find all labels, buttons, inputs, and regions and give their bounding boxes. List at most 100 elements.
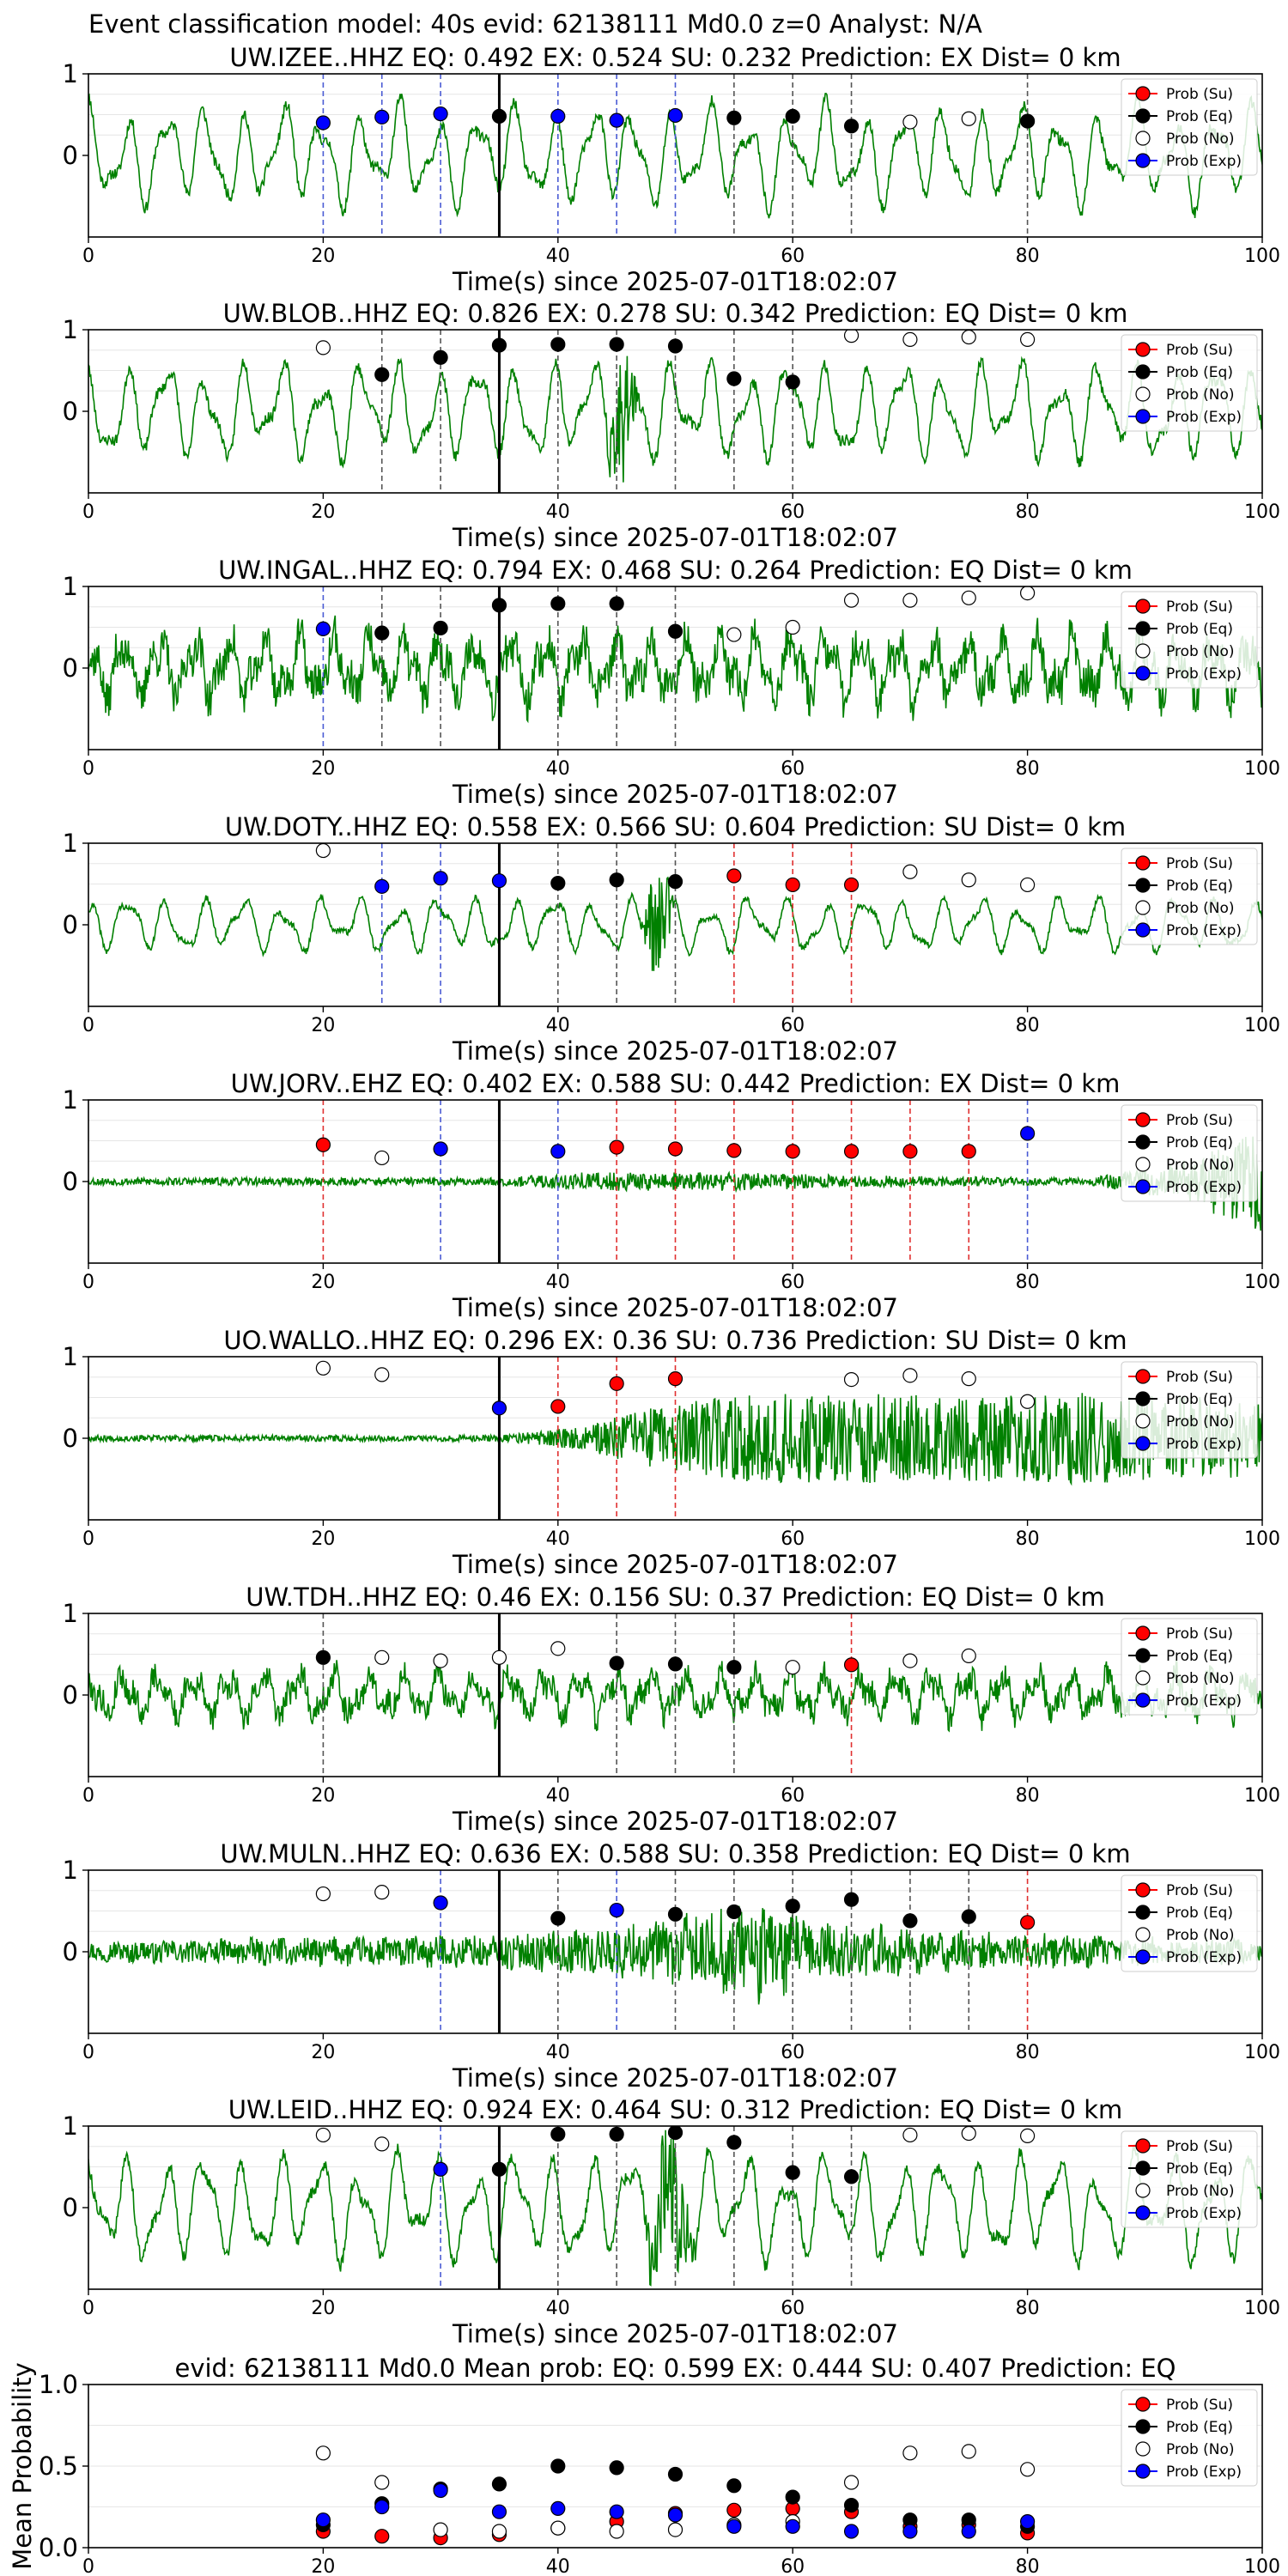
legend-marker-no — [1135, 1927, 1151, 1942]
panel-title: UW.BLOB..HHZ EQ: 0.826 EX: 0.278 SU: 0.3… — [223, 299, 1128, 328]
legend-label-exp: Prob (Exp) — [1166, 1179, 1242, 1196]
prob-marker-eq — [785, 108, 800, 124]
waveform-trace — [88, 615, 1262, 724]
y-tick-label: 0 — [63, 141, 78, 170]
prob-marker-no — [315, 340, 331, 355]
legend-label-exp: Prob (Exp) — [1166, 2205, 1242, 2222]
legend-marker-no — [1135, 643, 1151, 659]
legend-marker-exp — [1135, 2205, 1151, 2221]
legend-marker-eq — [1135, 364, 1151, 380]
mean-prob-marker-no — [550, 2520, 566, 2536]
legend-marker-no — [1135, 1670, 1151, 1686]
x-tick-label: 40 — [546, 1528, 570, 1550]
legend-marker-su — [1135, 855, 1151, 871]
mean-prob-marker-exp — [315, 2512, 331, 2528]
mean-prob-marker-exp — [961, 2524, 976, 2539]
mean-prob-marker-exp — [785, 2518, 800, 2534]
x-tick-label: 20 — [311, 1528, 335, 1550]
x-tick-label: 60 — [781, 2298, 805, 2319]
prob-marker-eq — [609, 2126, 624, 2142]
prob-marker-eq — [667, 623, 683, 639]
x-tick-label: 40 — [546, 1272, 570, 1293]
prob-marker-exp — [315, 115, 331, 131]
x-tick-label: 60 — [781, 1785, 805, 1807]
legend-label-exp: Prob (Exp) — [1166, 1949, 1242, 1966]
panel-title: UW.INGAL..HHZ EQ: 0.794 EX: 0.468 SU: 0.… — [218, 556, 1133, 585]
prob-marker-su — [785, 877, 800, 893]
y-tick-label: 1 — [63, 1599, 78, 1628]
x-axis-label: Time(s) since 2025-07-01T18:02:07 — [452, 2063, 898, 2093]
prob-marker-su — [843, 1657, 860, 1673]
legend-marker-su — [1135, 342, 1151, 357]
legend-label-su: Prob (Su) — [1166, 1882, 1233, 1899]
legend-marker-su — [1135, 86, 1151, 101]
mean-prob-marker-no — [609, 2524, 624, 2539]
prob-marker-eq — [961, 1909, 976, 1924]
x-tick-label: 60 — [781, 758, 805, 780]
legend-label-eq: Prob (Eq) — [1166, 364, 1233, 381]
x-axis-label: Time(s) since 2025-07-01T18:02:07 — [452, 780, 898, 809]
prob-marker-exp — [374, 109, 390, 125]
mean-prob-marker-su — [374, 2529, 390, 2544]
x-tick-label: 40 — [546, 246, 570, 267]
prob-marker-no — [961, 2126, 976, 2142]
prob-marker-eq — [609, 337, 624, 352]
panel-data — [88, 74, 1262, 237]
legend-label-no: Prob (No) — [1166, 2183, 1235, 2200]
legend-box — [1121, 78, 1258, 176]
mean-prob-marker-eq — [491, 2476, 507, 2492]
prob-marker-eq — [609, 872, 624, 888]
legend: Prob (Su) Prob (Eq) Prob (No) Prob (Exp) — [1121, 1104, 1258, 1202]
panel-uw-tdh--hhz: UW.TDH..HHZ EQ: 0.46 EX: 0.156 SU: 0.37 … — [63, 1583, 1280, 1836]
prob-marker-no — [902, 592, 918, 608]
x-tick-label: 100 — [1244, 246, 1280, 267]
waveform-trace — [88, 355, 1262, 483]
prob-marker-no — [961, 1648, 976, 1664]
prob-marker-eq — [726, 110, 742, 125]
y-tick-label: 0.5 — [39, 2451, 78, 2481]
legend-marker-eq — [1135, 2160, 1151, 2176]
x-tick-label: 100 — [1244, 1528, 1280, 1550]
x-axis-label: Time(s) since 2025-07-01T18:02:07 — [452, 2319, 898, 2348]
y-tick-label: 1 — [63, 572, 78, 601]
prob-marker-no — [961, 330, 976, 345]
panel-data — [88, 1100, 1262, 1263]
x-tick-label: 100 — [1244, 2556, 1280, 2576]
legend-label-no: Prob (No) — [1166, 131, 1235, 148]
legend-label-no: Prob (No) — [1166, 1670, 1235, 1687]
y-tick-label: 0 — [63, 397, 78, 426]
x-tick-label: 0 — [82, 1528, 94, 1550]
y-tick-label: 0 — [63, 910, 78, 939]
prob-marker-exp — [433, 871, 448, 886]
y-tick-label: 1 — [63, 59, 78, 88]
legend-marker-su — [1135, 2138, 1151, 2154]
x-tick-label: 80 — [1016, 501, 1040, 523]
panel-title: UW.MULN..HHZ EQ: 0.636 EX: 0.588 SU: 0.3… — [220, 1839, 1130, 1868]
legend-box — [1121, 2389, 1258, 2487]
prob-marker-eq — [843, 118, 860, 134]
panel-uw-muln--hhz: UW.MULN..HHZ EQ: 0.636 EX: 0.588 SU: 0.3… — [63, 1839, 1280, 2093]
mean-prob-marker-no — [374, 2475, 390, 2490]
y-tick-label: 1 — [63, 1856, 78, 1885]
prob-marker-eq — [667, 338, 683, 354]
prob-marker-no — [726, 627, 742, 642]
legend-marker-no — [1135, 131, 1151, 146]
prob-marker-eq — [550, 875, 566, 891]
legend-label-no: Prob (No) — [1166, 1157, 1235, 1174]
prob-marker-no — [902, 331, 918, 347]
x-axis-label: Time(s) since 2025-07-01T18:02:07 — [452, 1036, 898, 1066]
prob-marker-no — [785, 1660, 800, 1675]
prob-marker-no — [374, 1885, 390, 1900]
prob-marker-exp — [491, 873, 507, 889]
prob-marker-no — [374, 2136, 390, 2152]
x-tick-label: 40 — [546, 2298, 570, 2319]
panel-title: UW.TDH..HHZ EQ: 0.46 EX: 0.156 SU: 0.37 … — [246, 1583, 1105, 1612]
legend-marker-su — [1135, 598, 1151, 614]
y-axis-label: Mean Probability — [8, 2362, 37, 2570]
x-axis-label: Time(s) since 2025-07-01T18:02:07 — [452, 1807, 898, 1836]
prob-marker-exp — [609, 112, 624, 128]
panel-data — [88, 2126, 1262, 2289]
panel-uw-leid--hhz: UW.LEID..HHZ EQ: 0.924 EX: 0.464 SU: 0.3… — [63, 2095, 1280, 2348]
x-tick-label: 100 — [1244, 1272, 1280, 1293]
prob-marker-su — [315, 1137, 331, 1152]
